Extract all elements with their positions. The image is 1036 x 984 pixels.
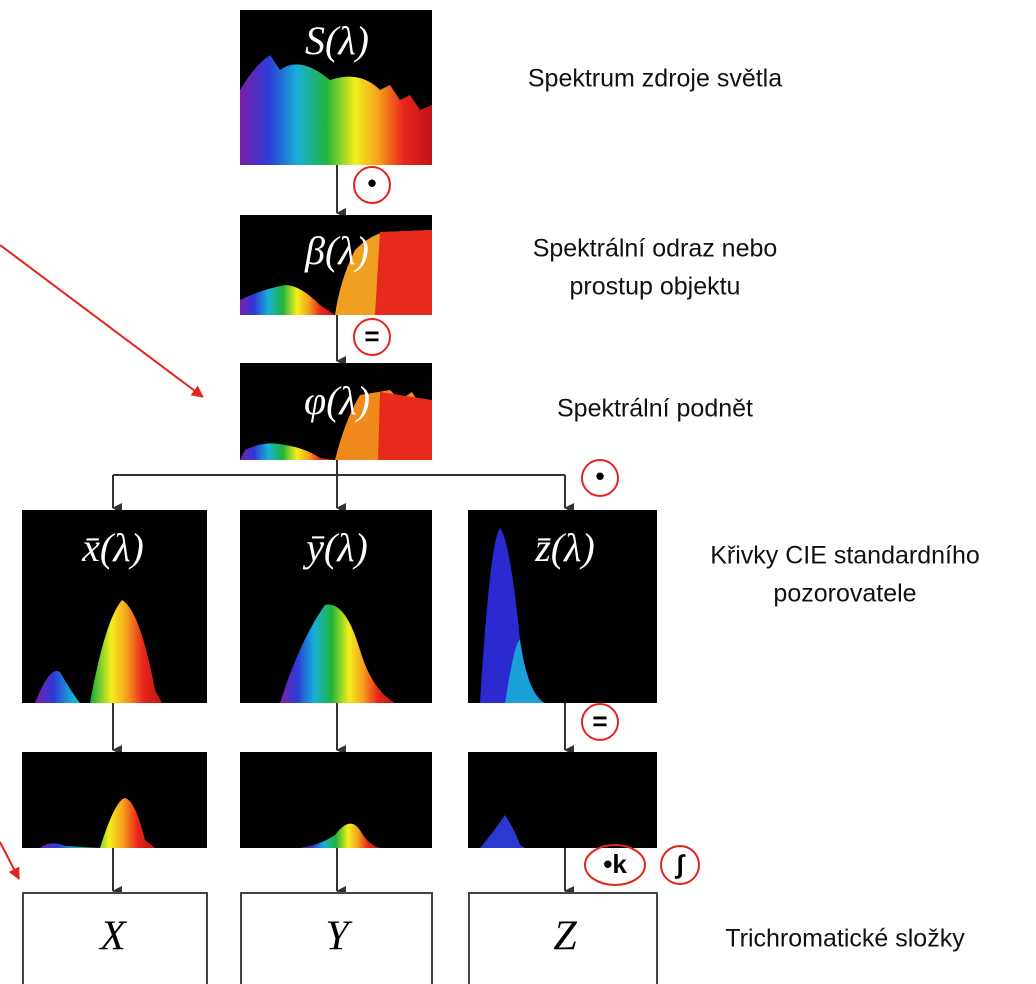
node-label: S(λ) xyxy=(305,18,369,63)
cie-z: z̄(λ) xyxy=(468,510,657,703)
node-label: ȳ(λ) xyxy=(302,525,368,570)
cie-y: ȳ(λ) xyxy=(240,510,432,703)
operator: •k xyxy=(603,849,627,879)
description: Spektrální podnět xyxy=(557,395,753,423)
description: Trichromatické složky xyxy=(725,925,965,953)
products xyxy=(22,752,657,848)
operator: • xyxy=(367,168,376,198)
operator: • xyxy=(595,461,604,491)
diagram: S(λ) β(λ) φ(λ) x̄(λ) ȳ(λ) z̄(λ) X Y Z Sp… xyxy=(0,0,1036,984)
operator: = xyxy=(592,706,607,736)
description: Spektrum zdroje světla xyxy=(528,65,782,93)
description: Spektrální odraz nebo xyxy=(533,235,778,263)
node-label: φ(λ) xyxy=(304,378,370,423)
description: Křivky CIE standardního xyxy=(710,542,980,570)
operator: ∫ xyxy=(674,849,685,879)
outputs: X Y Z xyxy=(23,893,657,984)
spectrum-reflectance: β(λ) xyxy=(240,215,432,315)
spectrum-source: S(λ) xyxy=(240,10,432,165)
description: pozorovatele xyxy=(773,580,916,608)
spectrum-stimulus: φ(λ) xyxy=(240,363,432,460)
operator: = xyxy=(364,321,379,351)
output-label: X xyxy=(98,914,128,960)
output-label: Z xyxy=(553,914,577,960)
node-label: z̄(λ) xyxy=(534,525,595,570)
node-label: β(λ) xyxy=(304,228,369,273)
cie-x: x̄(λ) xyxy=(22,510,207,703)
description: prostup objektu xyxy=(570,273,741,301)
node-label: x̄(λ) xyxy=(81,525,144,570)
